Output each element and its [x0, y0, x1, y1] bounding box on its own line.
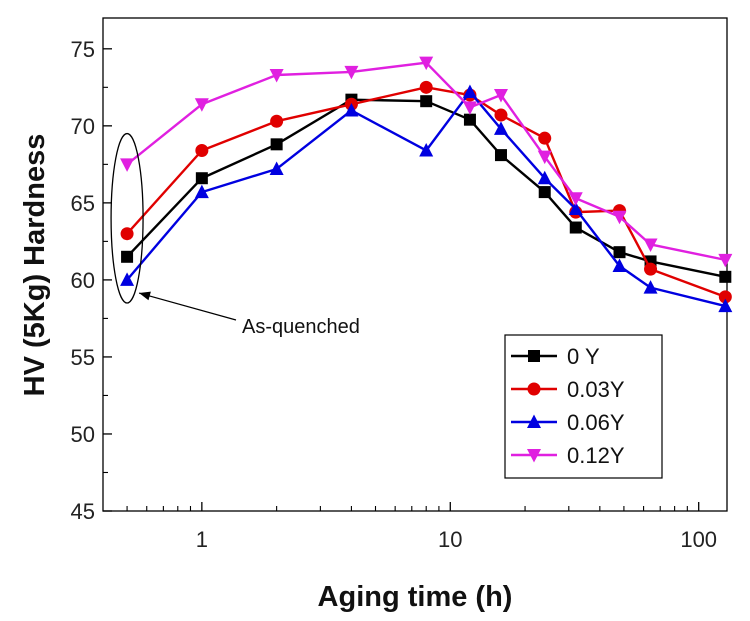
as-quenched-arrowhead: [139, 291, 151, 301]
data-point: [493, 89, 508, 103]
data-point: [643, 238, 658, 252]
legend-marker: [528, 350, 540, 362]
y-tick-label: 75: [71, 37, 95, 62]
data-point: [344, 65, 359, 80]
data-point: [718, 290, 732, 304]
data-point: [269, 161, 284, 175]
as-quenched-ellipse: [110, 132, 144, 304]
y-tick-label: 55: [71, 345, 95, 370]
axis-ticks: [103, 48, 700, 512]
legend: 0 Y 0.03Y 0.06Y 0.12Y: [504, 334, 663, 479]
data-point: [537, 150, 552, 165]
x-tick-label: 100: [680, 527, 717, 552]
axis-tick-labels: 45 50 55 60 65 70 75 1 10 100: [71, 37, 718, 552]
legend-label: 0.06Y: [567, 410, 625, 435]
series-4: [120, 56, 733, 268]
data-point: [195, 143, 209, 157]
data-point: [420, 95, 433, 108]
data-point: [538, 186, 551, 199]
x-tick-label: 1: [196, 527, 208, 552]
data-point: [194, 184, 209, 199]
data-point: [568, 192, 583, 206]
data-point: [494, 149, 507, 162]
data-point: [344, 102, 359, 117]
data-point: [270, 138, 283, 151]
data-point: [644, 262, 658, 276]
legend-marker: [527, 414, 541, 428]
data-point: [463, 113, 476, 126]
data-point: [120, 158, 135, 172]
plot-frame: [102, 17, 728, 512]
data-point: [493, 121, 508, 135]
data-point: [612, 210, 627, 225]
data-point: [120, 272, 135, 286]
data-point: [643, 280, 658, 294]
as-quenched-label: As-quenched: [242, 316, 360, 338]
data-point: [537, 170, 552, 185]
data-point: [419, 142, 434, 157]
data-point: [270, 114, 284, 128]
data-point: [569, 221, 582, 234]
legend-item: 0 Y: [511, 344, 600, 369]
as-quenched-arrow: [138, 292, 237, 321]
data-point: [121, 250, 134, 263]
data-point: [195, 172, 208, 185]
legend-marker: [527, 382, 541, 396]
y-tick-label: 65: [71, 191, 95, 216]
legend-label: 0.03Y: [567, 377, 625, 402]
data-point: [419, 56, 434, 71]
legend-marker: [527, 449, 541, 463]
data-point: [269, 69, 284, 83]
data-point: [568, 201, 583, 216]
legend-item: 0.12Y: [511, 443, 625, 468]
legend-item: 0.03Y: [511, 377, 625, 402]
data-point: [462, 84, 477, 98]
data-point: [419, 80, 433, 94]
y-tick-label: 70: [71, 114, 95, 139]
series-line: [126, 61, 726, 262]
data-point: [538, 131, 552, 145]
data-point: [194, 98, 209, 112]
x-axis-title: Aging time (h): [318, 581, 513, 613]
x-tick-label: 10: [438, 527, 462, 552]
data-point: [718, 298, 733, 313]
data-point: [719, 270, 732, 283]
y-tick-label: 45: [71, 499, 95, 524]
data-point: [612, 258, 627, 273]
y-axis-title: HV (5Kg) Hardness: [19, 134, 51, 397]
data-point: [120, 227, 134, 241]
y-tick-label: 60: [71, 268, 95, 293]
data-point: [494, 108, 508, 122]
data-point: [718, 253, 733, 268]
series-3: [120, 84, 733, 313]
series-layer: [120, 56, 733, 313]
data-point: [613, 246, 626, 259]
legend-item: 0.06Y: [511, 410, 625, 435]
legend-label: 0.12Y: [567, 443, 625, 468]
as-quenched-annotation: As-quenched: [110, 132, 360, 338]
y-tick-label: 50: [71, 422, 95, 447]
data-point: [462, 101, 477, 115]
legend-label: 0 Y: [567, 344, 600, 369]
